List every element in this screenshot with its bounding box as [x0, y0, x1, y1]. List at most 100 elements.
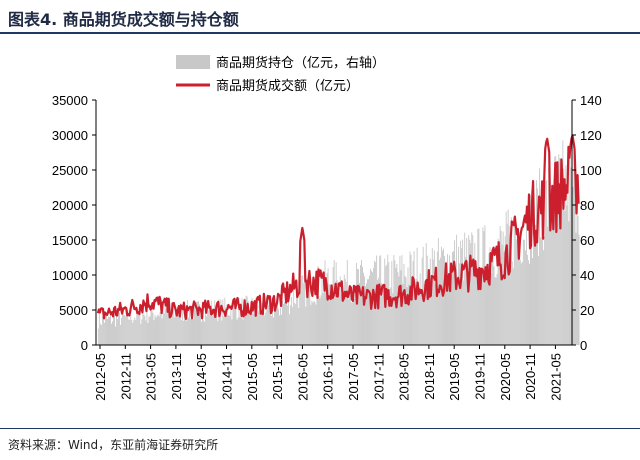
open-interest-bar: [262, 309, 264, 345]
open-interest-bar: [333, 259, 335, 345]
open-interest-bar: [253, 314, 255, 345]
legend: 商品期货持仓（亿元，右轴） 商品期货成交额（亿元）: [176, 55, 385, 94]
open-interest-bar: [179, 303, 181, 345]
open-interest-bar: [247, 301, 249, 345]
open-interest-bar: [541, 196, 543, 345]
open-interest-bar: [515, 239, 517, 345]
open-interest-bar: [408, 284, 410, 345]
open-interest-bar: [252, 310, 254, 345]
right-tick-label: 0: [580, 338, 587, 353]
open-interest-bar: [249, 313, 251, 345]
open-interest-bar: [548, 167, 550, 345]
open-interest-bar: [274, 307, 276, 345]
open-interest-bar: [501, 244, 503, 345]
x-tick-label: 2012-11: [118, 353, 133, 400]
open-interest-bar: [415, 279, 417, 345]
open-interest-bar: [195, 301, 196, 345]
open-interest-bar: [146, 305, 148, 345]
open-interest-bar: [140, 323, 142, 345]
open-interest-bar: [402, 284, 404, 345]
open-interest-bar: [261, 302, 263, 345]
open-interest-bar: [271, 305, 273, 345]
open-interest-bar: [360, 264, 361, 345]
open-interest-bar: [303, 283, 305, 345]
open-interest-bar: [564, 210, 566, 345]
open-interest-bar: [164, 304, 166, 345]
open-interest-bar: [368, 279, 369, 345]
open-interest-bar: [427, 283, 429, 345]
right-tick-label: 100: [580, 163, 602, 178]
open-interest-bar: [248, 309, 250, 345]
open-interest-bar: [176, 315, 178, 345]
open-interest-bar: [386, 264, 388, 345]
open-interest-bar: [278, 308, 279, 345]
open-interest-bar: [242, 319, 244, 345]
open-interest-bar: [563, 168, 565, 345]
open-interest-bar: [346, 260, 348, 345]
open-interest-bar: [223, 316, 225, 345]
open-interest-bar: [134, 317, 136, 345]
open-interest-bar: [330, 299, 332, 345]
open-interest-bar: [309, 272, 311, 345]
legend-swatch-open-interest: [176, 55, 210, 69]
open-interest-bar: [433, 250, 435, 345]
open-interest-bar: [380, 255, 382, 345]
open-interest-bar: [452, 252, 453, 345]
open-interest-bar: [149, 316, 151, 345]
x-tick-label: 2015-11: [270, 353, 285, 400]
open-interest-bar: [114, 315, 115, 345]
open-interest-bar: [259, 302, 261, 345]
open-interest-bar: [97, 328, 99, 345]
open-interest-bar: [506, 223, 508, 345]
open-interest-bar: [413, 251, 415, 345]
open-interest-bar: [171, 314, 173, 345]
open-interest-bar: [263, 315, 265, 345]
open-interest-bar: [342, 290, 344, 345]
right-tick-label: 80: [580, 198, 594, 213]
open-interest-bar: [165, 309, 167, 345]
title-rule: [0, 32, 640, 34]
x-tick-label: 2012-05: [93, 353, 108, 401]
open-interest-bar: [323, 283, 325, 345]
open-interest-bar: [566, 205, 568, 345]
open-interest-bar: [504, 236, 506, 345]
open-interest-bar: [167, 311, 169, 345]
volume-line: [96, 134, 580, 320]
open-interest-bar: [144, 315, 146, 345]
x-tick-label: 2019-11: [473, 353, 488, 400]
open-interest-bar: [266, 296, 268, 345]
x-tick-label: 2017-11: [371, 353, 386, 400]
open-interest-bar: [257, 311, 259, 345]
open-interest-bar: [222, 299, 224, 345]
open-interest-bar: [358, 283, 360, 345]
open-interest-bar: [500, 230, 502, 345]
open-interest-bar: [420, 292, 422, 345]
open-interest-bar: [187, 317, 189, 345]
open-interest-bar: [512, 268, 514, 345]
open-interest-bar: [557, 192, 559, 345]
open-interest-bar: [327, 268, 329, 345]
open-interest-bar: [493, 266, 495, 345]
open-interest-bar: [194, 301, 195, 345]
open-interest-bar: [229, 315, 231, 345]
open-interest-bar: [424, 281, 426, 345]
open-interest-bar: [414, 288, 416, 345]
open-interest-bar: [353, 298, 355, 345]
open-interest-bar: [280, 308, 281, 345]
open-interest-bar: [345, 281, 347, 345]
open-interest-bar: [103, 322, 105, 345]
open-interest-bar: [577, 216, 579, 345]
open-interest-bar: [112, 321, 113, 345]
open-interest-bar: [361, 260, 362, 345]
open-interest-bar: [485, 266, 487, 345]
open-interest-bar: [340, 294, 342, 345]
open-interest-bar: [540, 237, 542, 345]
open-interest-bar: [558, 154, 560, 345]
open-interest-bar: [518, 232, 520, 345]
open-interest-bar: [102, 319, 104, 345]
open-interest-bar: [407, 267, 409, 345]
open-interest-bar: [530, 194, 531, 345]
open-interest-bar: [482, 227, 484, 345]
open-interest-bar: [366, 283, 367, 345]
open-interest-bar: [381, 283, 383, 345]
